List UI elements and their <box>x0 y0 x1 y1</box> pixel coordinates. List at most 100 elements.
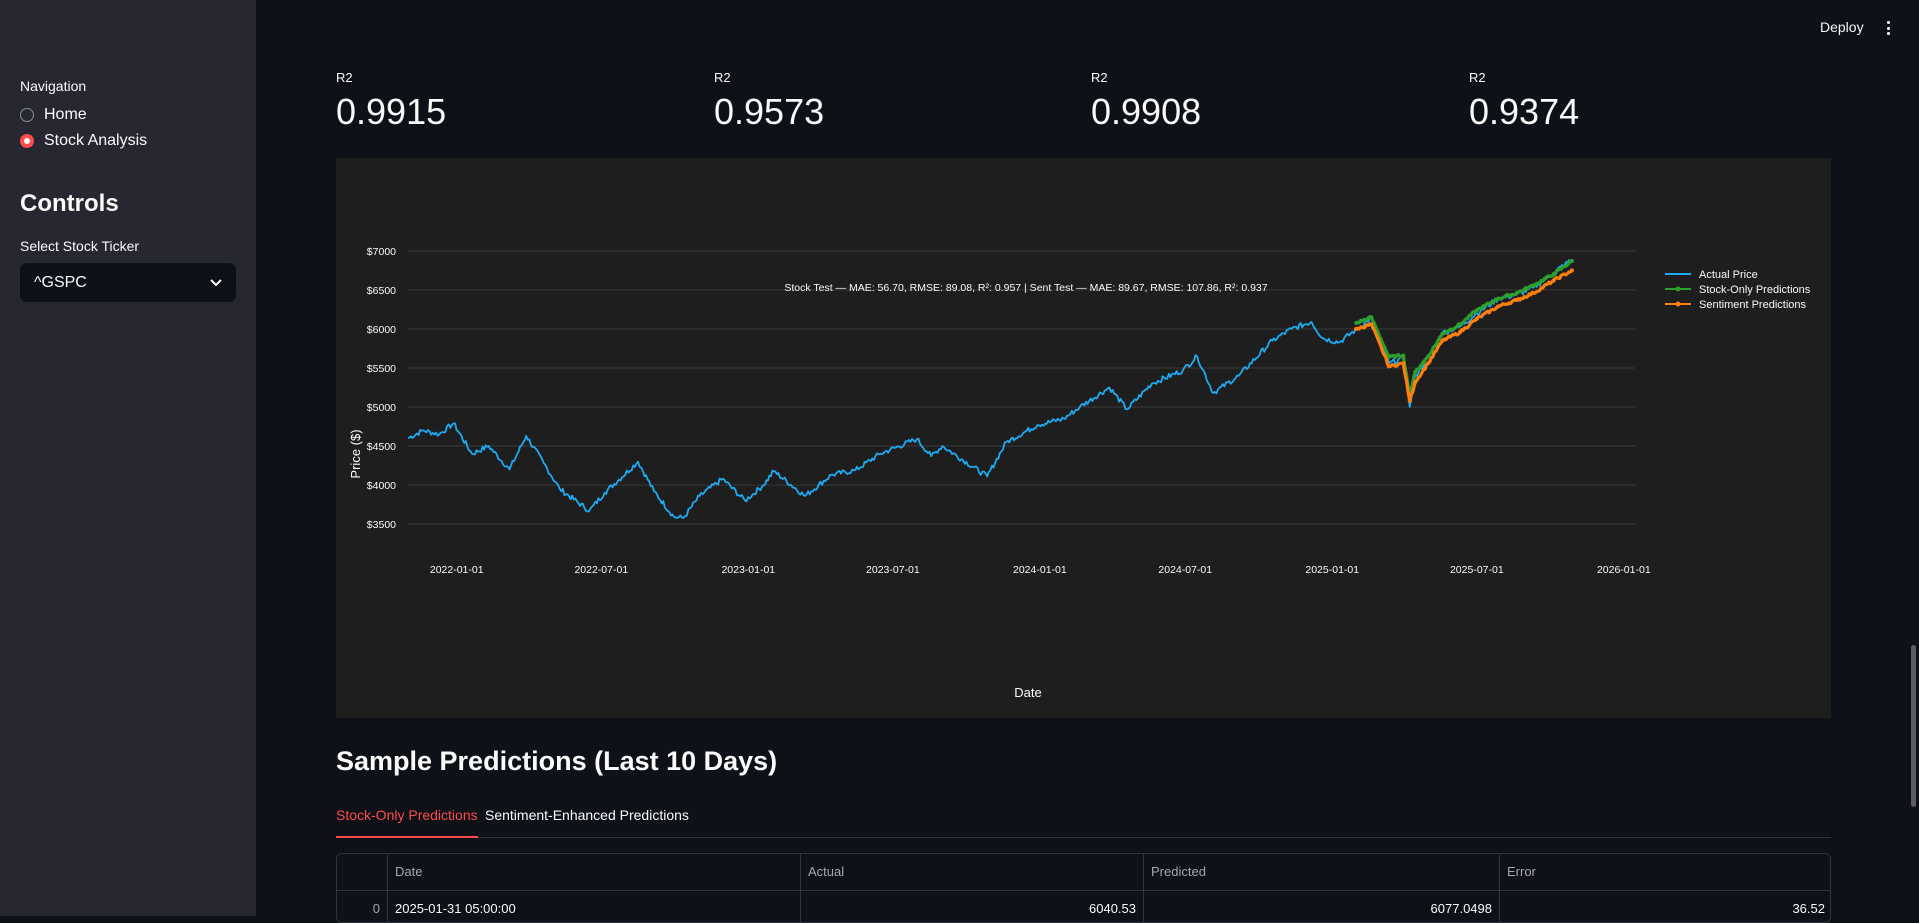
nav-radio-label: Stock Analysis <box>44 132 148 149</box>
metric-label: R2 <box>1469 70 1486 85</box>
metric-r2-1: R2 0.9915 <box>336 70 446 133</box>
metric-r2-2: R2 0.9573 <box>714 70 824 133</box>
series-point[interactable] <box>1551 272 1556 277</box>
y-tick-label: $7000 <box>367 246 396 258</box>
chevron-down-icon <box>210 278 222 286</box>
x-axis-ticks: 2022-01-01 2022-07-01 2023-01-01 2023-07-01… <box>430 564 1651 576</box>
series-point[interactable] <box>1531 283 1536 288</box>
predictions-table[interactable]: Date Actual Predicted Error 0 2025-01-31… <box>336 853 1831 923</box>
series-point[interactable] <box>1569 259 1574 264</box>
column-header-date[interactable]: Date <box>388 854 801 890</box>
y-tick-label: $6000 <box>367 324 396 336</box>
series-point[interactable] <box>1369 315 1374 320</box>
series-point[interactable] <box>1426 361 1431 366</box>
actual-cell[interactable]: 6040.53 <box>801 891 1144 922</box>
series-point[interactable] <box>1569 268 1574 273</box>
metric-value: 0.9908 <box>1091 91 1202 132</box>
ticker-select-value: ^GSPC <box>34 273 87 291</box>
series-point[interactable] <box>1354 326 1359 331</box>
y-tick-label: $4000 <box>367 480 396 492</box>
tab-sentiment-enhanced-predictions[interactable]: Sentiment-Enhanced Predictions <box>485 807 689 823</box>
series-point[interactable] <box>1413 380 1418 385</box>
series-point[interactable] <box>1386 355 1391 360</box>
ticker-select-label: Select Stock Ticker <box>20 238 140 254</box>
x-tick-label: 2026-01-01 <box>1597 564 1651 576</box>
series-line-0[interactable] <box>407 258 1573 519</box>
series-point[interactable] <box>1458 322 1463 327</box>
x-tick-label: 2025-07-01 <box>1450 564 1504 576</box>
price-chart[interactable]: $3500 $4000 $4500 $5000 $5500 $6000 $6500 $7000… <box>336 158 1831 718</box>
series-point[interactable] <box>1413 369 1418 374</box>
series-point[interactable] <box>1474 316 1479 321</box>
series-point[interactable] <box>1426 354 1431 359</box>
y-tick-label: $5500 <box>367 363 396 375</box>
series-point[interactable] <box>1440 338 1445 343</box>
y-axis-label: Price ($) <box>348 429 363 478</box>
series-point[interactable] <box>1474 308 1479 313</box>
legend-label: Stock-Only Predictions <box>1699 284 1811 296</box>
chart-legend[interactable]: Actual Price Stock-Only Predictions Sent… <box>1665 269 1811 311</box>
radio-selected-icon[interactable] <box>20 134 34 148</box>
controls-heading: Controls <box>20 190 119 217</box>
column-header-actual[interactable]: Actual <box>801 854 1144 890</box>
table-row[interactable]: 0 2025-01-31 05:00:00 6040.53 6077.0498 … <box>337 891 1830 922</box>
metric-value: 0.9573 <box>714 91 825 132</box>
series-point[interactable] <box>1401 361 1406 366</box>
legend-item-sentiment[interactable]: Sentiment Predictions <box>1665 299 1806 311</box>
navigation-title: Navigation <box>20 78 87 94</box>
predicted-cell[interactable]: 6077.0498 <box>1144 891 1500 922</box>
series-point[interactable] <box>1458 330 1463 335</box>
page-scrollbar[interactable] <box>1911 645 1916 807</box>
predictions-tabs: Stock-Only Predictions Sentiment-Enhance… <box>336 804 1831 838</box>
series-point[interactable] <box>1440 331 1445 336</box>
column-header-predicted[interactable]: Predicted <box>1144 854 1500 890</box>
nav-radio-home[interactable]: Home <box>20 106 87 124</box>
legend-label: Actual Price <box>1699 269 1758 281</box>
date-cell[interactable]: 2025-01-31 05:00:00 <box>388 891 801 922</box>
deploy-button[interactable]: Deploy <box>1820 19 1864 35</box>
series-point[interactable] <box>1551 278 1556 283</box>
legend-label: Sentiment Predictions <box>1699 299 1806 311</box>
metric-r2-4: R2 0.9374 <box>1469 70 1579 133</box>
metric-value: 0.9374 <box>1469 91 1580 132</box>
x-tick-label: 2025-01-01 <box>1305 564 1359 576</box>
tab-stock-only-predictions[interactable]: Stock-Only Predictions <box>336 804 478 838</box>
series-point[interactable] <box>1496 296 1501 301</box>
x-tick-label: 2024-01-01 <box>1013 564 1067 576</box>
series-point[interactable] <box>1401 353 1406 358</box>
y-axis-ticks: $3500 $4000 $4500 $5000 $5500 $6000 $6500 $7000 <box>367 246 396 531</box>
error-cell[interactable]: 36.52 <box>1792 901 1825 916</box>
series-point[interactable] <box>1407 398 1412 403</box>
metric-value: 0.9915 <box>336 91 447 132</box>
x-tick-label: 2023-01-01 <box>721 564 775 576</box>
nav-radio-stock-analysis[interactable]: Stock Analysis <box>20 132 147 150</box>
series-point[interactable] <box>1531 291 1536 296</box>
column-header-index[interactable] <box>337 854 388 890</box>
chart-series <box>407 258 1574 519</box>
series-point[interactable] <box>1354 320 1359 325</box>
sidebar: Navigation Home Stock Analysis Controls … <box>0 0 256 916</box>
chart-grid <box>408 250 1635 525</box>
column-header-error[interactable]: Error <box>1507 864 1536 879</box>
series-point[interactable] <box>1514 298 1519 303</box>
legend-item-stock-only[interactable]: Stock-Only Predictions <box>1665 284 1811 296</box>
ticker-select[interactable]: ^GSPC <box>20 263 236 302</box>
chart-title: Stock Test — MAE: 56.70, RMSE: 89.08, R²… <box>784 282 1267 294</box>
legend-item-actual[interactable]: Actual Price <box>1665 269 1758 281</box>
series-point[interactable] <box>1369 322 1374 327</box>
x-tick-label: 2022-01-01 <box>430 564 484 576</box>
series-point[interactable] <box>1496 304 1501 309</box>
x-tick-label: 2022-07-01 <box>574 564 628 576</box>
series-line-2[interactable] <box>1355 269 1574 403</box>
radio-unselected-icon[interactable] <box>20 108 34 122</box>
series-line-1[interactable] <box>1355 259 1573 397</box>
series-point[interactable] <box>1514 291 1519 296</box>
metric-label: R2 <box>1091 70 1108 85</box>
series-point[interactable] <box>1386 364 1391 369</box>
y-tick-label: $6500 <box>367 285 396 297</box>
price-chart-svg[interactable]: $3500 $4000 $4500 $5000 $5500 $6000 $6500 $7000… <box>336 158 1831 718</box>
vertical-ellipsis-icon[interactable] <box>1880 18 1896 38</box>
table-header-row: Date Actual Predicted Error <box>337 854 1830 891</box>
x-axis-label: Date <box>1014 685 1041 700</box>
metric-label: R2 <box>336 70 353 85</box>
